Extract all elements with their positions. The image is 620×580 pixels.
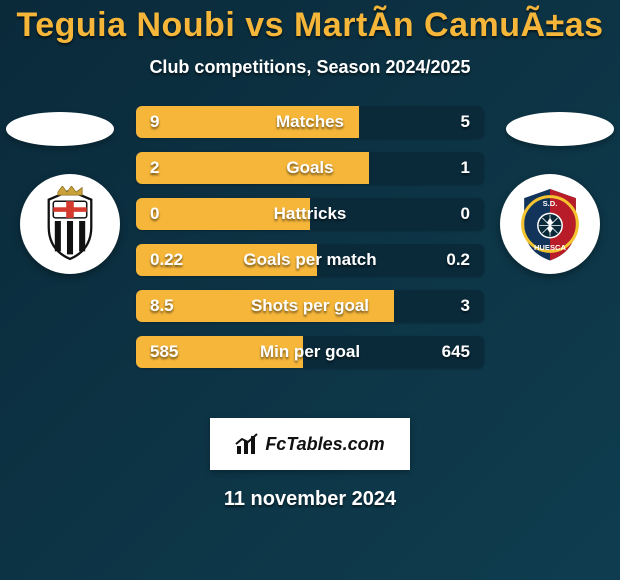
stat-right-value: 3 [461, 296, 470, 316]
stat-right-value: 645 [442, 342, 470, 362]
comparison-area: S.D. HUESCA 95Matches21Goals00Hattricks0… [0, 106, 620, 406]
stat-right-value: 1 [461, 158, 470, 178]
stat-row-labels: 00 [136, 198, 484, 230]
page-subtitle: Club competitions, Season 2024/2025 [149, 57, 470, 78]
stat-row: 8.53Shots per goal [136, 290, 484, 322]
right-crest-icon: S.D. HUESCA [512, 186, 588, 262]
stat-row-labels: 21 [136, 152, 484, 184]
stat-right-value: 0 [461, 204, 470, 224]
date-text: 11 november 2024 [224, 488, 396, 511]
stat-row-labels: 8.53 [136, 290, 484, 322]
stat-row: 00Hattricks [136, 198, 484, 230]
infographic-container: Teguia Noubi vs MartÃ­n CamuÃ±as Club co… [0, 0, 620, 580]
right-club-crest: S.D. HUESCA [500, 174, 600, 274]
stat-left-value: 585 [150, 342, 178, 362]
stat-left-value: 8.5 [150, 296, 174, 316]
left-podium-ellipse [6, 112, 114, 146]
stat-row: 0.220.2Goals per match [136, 244, 484, 276]
stat-row-labels: 585 645 [136, 336, 484, 368]
brand-text: FcTables.com [265, 434, 384, 455]
svg-text:S.D.: S.D. [543, 199, 558, 208]
left-crest-icon [32, 186, 108, 262]
brand-badge: FcTables.com [210, 418, 410, 470]
stat-right-value: 0.2 [446, 250, 470, 270]
stat-left-value: 0 [150, 204, 159, 224]
stat-row: 95Matches [136, 106, 484, 138]
stat-rows: 95Matches21Goals00Hattricks0.220.2Goals … [136, 106, 484, 368]
left-club-crest [20, 174, 120, 274]
svg-text:HUESCA: HUESCA [534, 243, 567, 252]
brand-chart-icon [235, 432, 259, 456]
stat-row-labels: 0.22 0.2 [136, 244, 484, 276]
page-title: Teguia Noubi vs MartÃ­n CamuÃ±as [16, 6, 603, 45]
stat-row: 585645Min per goal [136, 336, 484, 368]
stat-left-value: 2 [150, 158, 159, 178]
stat-left-value: 0.22 [150, 250, 183, 270]
stat-row-labels: 95 [136, 106, 484, 138]
right-podium-ellipse [506, 112, 614, 146]
stat-right-value: 5 [461, 112, 470, 132]
stat-row: 21Goals [136, 152, 484, 184]
stat-left-value: 9 [150, 112, 159, 132]
